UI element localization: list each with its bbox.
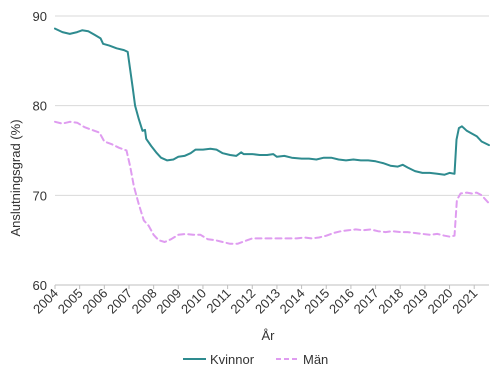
y-tick-label: 80 <box>33 99 47 114</box>
x-tick-label: 2013 <box>252 286 283 317</box>
x-axis-title: År <box>262 328 276 343</box>
x-tick-labels: 2004200520062007200820092010201120122013… <box>30 285 480 317</box>
x-tick-label: 2016 <box>326 286 357 317</box>
legend: Kvinnor Män <box>183 352 328 367</box>
grid-lines <box>55 15 489 196</box>
x-tick-label: 2020 <box>425 286 456 317</box>
x-tick-label: 2018 <box>375 286 406 317</box>
legend-label-man: Män <box>303 352 328 367</box>
series-line-man <box>54 120 490 245</box>
x-tick-label: 2014 <box>277 286 308 317</box>
x-tick-label: 2021 <box>449 286 480 317</box>
series-line-kvinnor <box>54 27 490 176</box>
x-tick-label: 2011 <box>203 286 233 316</box>
y-tick-label: 90 <box>33 9 47 24</box>
x-tick-label: 2008 <box>129 286 160 317</box>
x-tick-label: 2010 <box>178 286 209 317</box>
y-tick-labels: 60 70 80 90 <box>33 9 47 293</box>
x-tick-label: 2015 <box>301 286 332 317</box>
x-tick-label: 2019 <box>400 286 431 317</box>
y-tick-label: 70 <box>33 188 47 203</box>
y-tick-label: 60 <box>33 278 47 293</box>
x-tick-label: 2006 <box>79 286 110 317</box>
x-tick-label: 2012 <box>227 286 258 317</box>
x-tick-label: 2005 <box>55 286 86 317</box>
legend-label-kvinnor: Kvinnor <box>210 352 255 367</box>
y-axis-title: Anslutningsgrad (%) <box>8 119 23 236</box>
x-tick-label: 2009 <box>153 286 184 317</box>
x-tick-label: 2017 <box>351 286 382 317</box>
x-tick-label: 2007 <box>104 286 135 317</box>
series-lines <box>54 27 490 245</box>
